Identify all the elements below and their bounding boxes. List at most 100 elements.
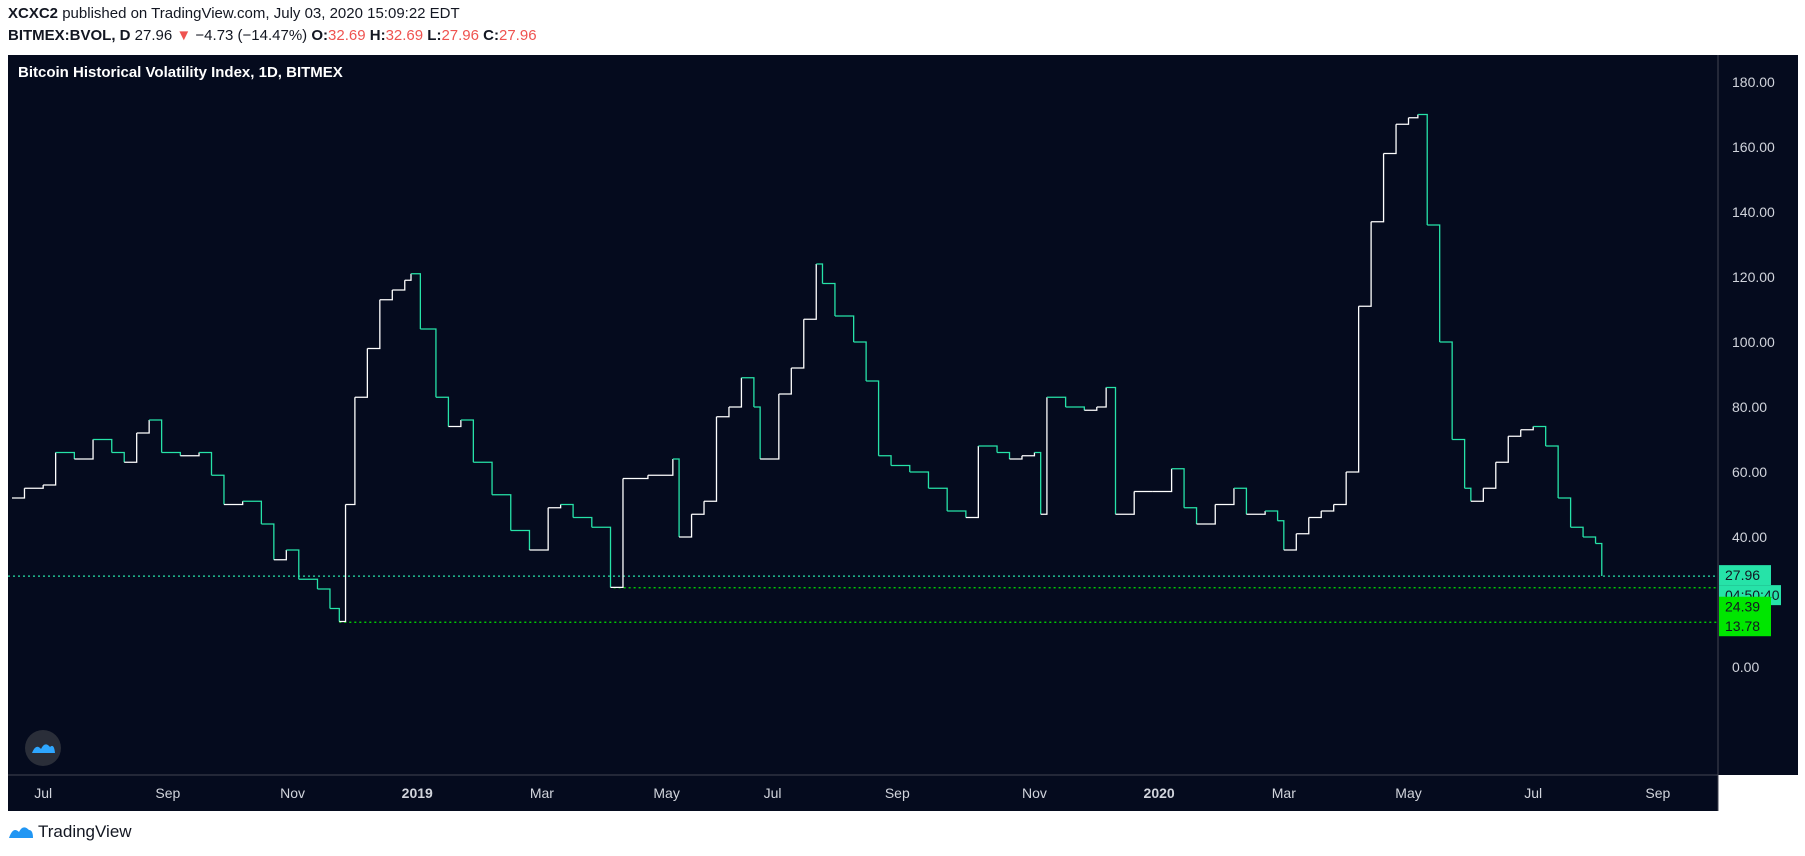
footer-brand-text: TradingView — [38, 822, 132, 841]
series-segment — [473, 461, 493, 495]
series-segment — [1152, 468, 1173, 493]
series-segment — [1520, 426, 1534, 431]
published-text: published on TradingView.com, July 03, 2… — [62, 5, 460, 22]
series-segment — [672, 458, 680, 537]
time-tick-label: Sep — [155, 785, 180, 801]
series-segment — [965, 446, 979, 519]
series-segment — [1452, 438, 1466, 489]
series-segment — [273, 550, 287, 561]
price-tick-label: 40.00 — [1732, 529, 1767, 545]
series-segment — [1558, 497, 1572, 528]
series-segment — [1184, 507, 1198, 524]
series-segment — [298, 578, 319, 589]
symbol-name[interactable]: BITMEX:BVOL, D — [8, 27, 131, 44]
series-segment — [866, 380, 880, 456]
series-segment — [420, 328, 437, 398]
series-segment — [435, 396, 450, 427]
series-segment — [510, 529, 531, 550]
series-segment — [261, 523, 275, 560]
low-value: 27.96 — [441, 27, 479, 44]
plot-area-background — [8, 55, 1718, 775]
series-segment — [1106, 386, 1117, 515]
series-segment — [1021, 452, 1036, 457]
series-segment — [1277, 520, 1285, 550]
series-segment — [928, 487, 948, 511]
series-segment — [317, 588, 331, 609]
high-label: H: — [369, 27, 386, 44]
open-label: O: — [311, 27, 329, 44]
series-segment — [286, 549, 300, 580]
close-label: C: — [483, 27, 499, 44]
series-segment — [878, 455, 892, 466]
series-segment — [1439, 341, 1453, 440]
time-axis-background[interactable] — [8, 775, 1718, 811]
series-segment — [778, 368, 792, 395]
tradingview-logo-icon[interactable] — [25, 730, 61, 766]
footer-brand[interactable]: TradingView — [8, 822, 132, 842]
series-segment — [367, 299, 381, 350]
series-segment — [978, 445, 998, 453]
time-tick-label: May — [653, 785, 679, 801]
series-segment — [74, 439, 94, 460]
ohlc-legend: BITMEX:BVOL, D 27.96 ▼ −4.73 (−14.47%) O… — [8, 27, 537, 44]
price-tick-label: 100.00 — [1732, 334, 1775, 350]
series-segment — [404, 273, 412, 281]
series-segment — [43, 452, 57, 486]
series-segment — [1171, 468, 1185, 508]
time-axis-labels: Jul Sep Nov 2019 Mar May Jul Sep Nov 2020 Mar May Ju… — [34, 785, 1670, 801]
price-badge — [1719, 565, 1771, 586]
series-segment — [1570, 526, 1584, 537]
price-tick-label: 160.00 — [1732, 139, 1775, 155]
series-segment — [1065, 406, 1085, 411]
publish-info: XCXC2 published on TradingView.com, July… — [8, 5, 460, 22]
series-segment — [822, 282, 836, 316]
price-badge-label: 27.96 — [1725, 567, 1760, 583]
series-segment — [392, 280, 406, 291]
time-tick-label: Jul — [34, 785, 52, 801]
series-segment — [411, 273, 422, 329]
series-segment — [691, 501, 705, 515]
series-segment — [997, 451, 1011, 459]
series-segment — [1583, 536, 1597, 544]
series-segment — [560, 503, 574, 518]
series-segment — [1483, 462, 1497, 489]
series-segment — [1034, 451, 1042, 515]
series-segment — [1464, 487, 1472, 502]
series-segment — [1427, 224, 1441, 342]
price-axis-background[interactable] — [1718, 55, 1798, 775]
time-tick-label: 2019 — [402, 785, 433, 801]
price-tick-label: 0.00 — [1732, 659, 1759, 675]
time-tick-label: Jul — [764, 785, 782, 801]
series-segment — [1383, 124, 1397, 155]
price-badge — [1719, 616, 1771, 637]
series-segment — [1246, 511, 1266, 515]
author-name[interactable]: XCXC2 — [8, 5, 59, 22]
price-change: −4.73 (−14.47%) — [195, 27, 308, 44]
series-segment — [1417, 113, 1428, 225]
series-segment — [1470, 488, 1484, 502]
series-segment — [1215, 488, 1235, 506]
series-segment — [211, 474, 225, 505]
series-segment — [448, 420, 462, 428]
series-segment — [591, 526, 612, 588]
time-tick-label: Sep — [885, 785, 910, 801]
series-segment — [891, 464, 911, 472]
series-segment — [136, 420, 150, 434]
series-segment — [1040, 397, 1048, 515]
price-tick-label: 140.00 — [1732, 204, 1775, 220]
series-segment — [548, 504, 562, 509]
series-segment — [345, 397, 356, 506]
series-segment — [947, 510, 967, 518]
series-segment — [834, 315, 855, 342]
series-segment — [1595, 542, 1603, 576]
series-segment — [753, 406, 761, 459]
time-tick-label: Sep — [1645, 785, 1670, 801]
series-segment — [329, 607, 340, 622]
price-badge — [1719, 596, 1771, 617]
series-segment — [460, 419, 474, 463]
price-chart[interactable]: Bitcoin Historical Volatility Index, 1D,… — [8, 55, 1798, 811]
series-segment — [853, 341, 867, 381]
series-segment — [909, 471, 930, 489]
series-segment — [529, 507, 549, 551]
